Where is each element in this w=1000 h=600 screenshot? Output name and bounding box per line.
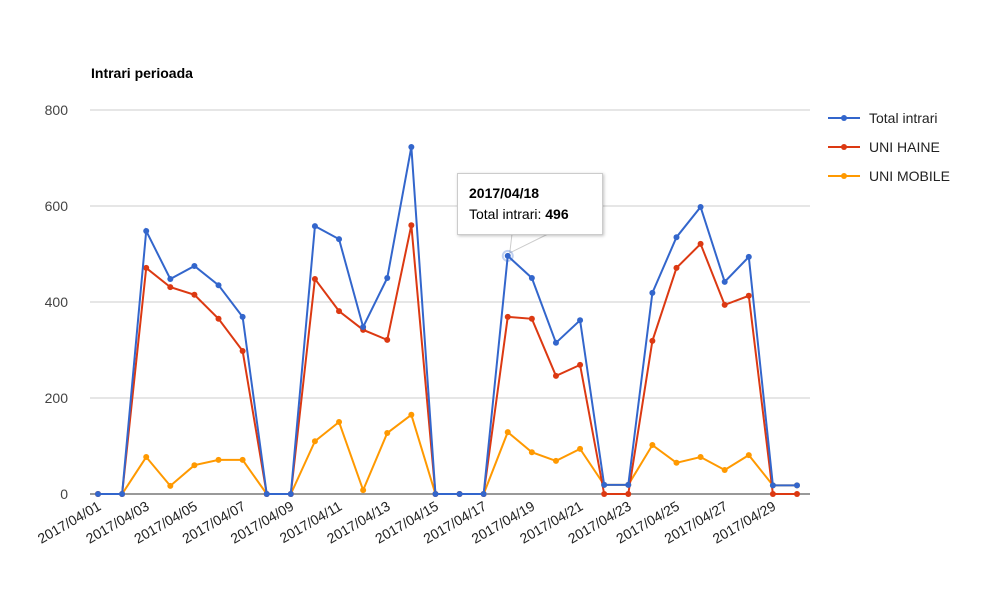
y-tick-label: 800 [45,102,69,118]
data-point [504,429,511,436]
data-point [263,491,270,497]
data-point [336,236,343,243]
data-point [528,275,535,281]
y-tick-label: 400 [45,294,69,310]
legend-swatch-dot [841,173,847,179]
data-point [215,315,222,322]
data-point [721,278,728,285]
data-point [408,222,415,229]
data-point [649,337,656,344]
data-point [167,275,174,282]
data-point [697,240,704,247]
y-tick-label: 600 [45,198,69,214]
data-point [143,264,150,271]
data-point [143,227,150,234]
data-point [673,234,680,241]
data-point [528,449,535,456]
data-point [504,252,511,259]
data-point [504,313,511,320]
data-point [480,491,487,497]
data-point [215,282,222,289]
data-point [95,491,101,497]
data-point [697,203,704,210]
data-point [336,419,343,425]
data-point [673,264,680,271]
data-point [601,481,608,488]
data-point [577,317,584,324]
data-point [552,457,559,464]
data-point [552,372,559,379]
data-point [384,430,391,437]
data-point [769,491,776,497]
data-point [360,323,367,330]
data-point [769,482,776,489]
data-point [721,467,728,473]
data-point [794,482,800,489]
tooltip-value: 496 [545,206,569,222]
data-point [673,459,680,466]
data-point [552,339,559,346]
y-tick-label: 0 [60,486,68,502]
series-line [98,413,797,495]
data-point [601,491,608,497]
data-point [577,361,584,368]
data-point [287,491,294,497]
data-point [239,456,246,463]
data-point [697,454,704,461]
data-point [143,454,150,461]
series-line [98,146,797,495]
data-point [191,291,198,298]
tooltip-pointer [509,233,549,254]
data-point [360,487,367,494]
legend-swatch-dot [841,144,847,150]
data-point [625,491,632,497]
data-point [191,263,198,269]
data-point [311,438,318,445]
data-point [408,411,415,418]
data-point [239,313,246,320]
data-point [432,491,439,497]
chart-title: Intrari perioada [91,65,193,81]
data-point [215,456,222,463]
data-point [745,253,752,260]
data-point [167,284,174,291]
highlighted-point [501,249,514,262]
legend-label: UNI HAINE [869,139,940,155]
data-point [336,308,343,315]
series-line [98,224,797,495]
data-point [577,445,584,452]
data-point [119,491,126,497]
tooltip: 2017/04/18 Total intrari: 496 [457,173,603,235]
data-point [625,481,632,488]
data-point [191,462,198,469]
data-point [239,347,246,354]
data-point [311,275,318,282]
data-point [649,289,656,296]
legend-swatch-dot [841,115,847,121]
data-point [384,336,391,343]
tooltip-label: Total intrari: [469,206,546,222]
data-point [745,292,752,299]
y-tick-label: 200 [45,390,69,406]
data-point [311,223,318,230]
data-point [649,442,656,449]
tooltip-value-line: Total intrari: 496 [469,206,569,222]
data-point [384,275,391,281]
legend-label: UNI MOBILE [869,168,950,184]
data-point [794,491,800,497]
data-point [721,301,728,308]
data-point [528,315,535,322]
data-point [456,491,463,497]
data-point [745,452,752,459]
data-point [167,482,174,489]
data-point [408,143,415,150]
tooltip-date: 2017/04/18 [469,185,540,201]
legend-label: Total intrari [869,110,937,126]
